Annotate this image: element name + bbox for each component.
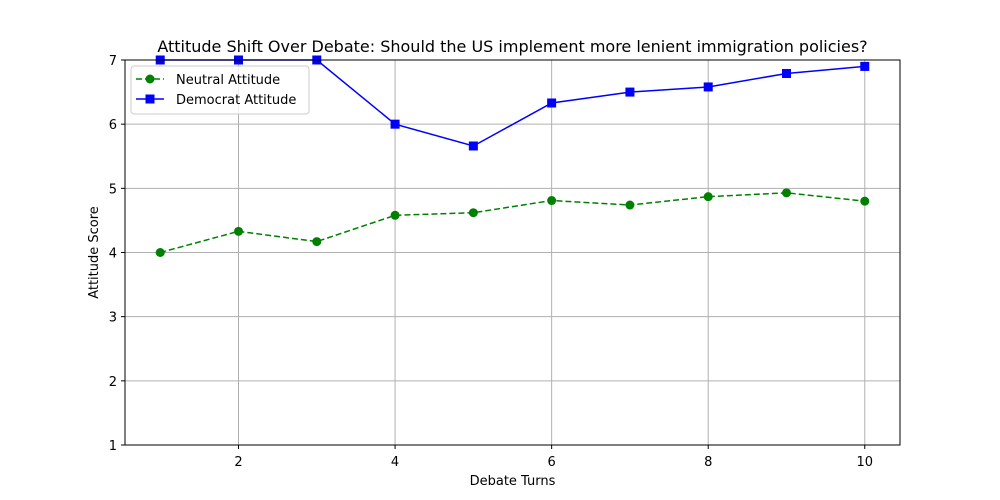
data-point <box>547 196 557 206</box>
x-tick-label: 8 <box>704 455 712 470</box>
legend-label: Neutral Attitude <box>176 73 280 88</box>
legend: Neutral Attitude Democrat Attitude <box>130 65 310 115</box>
y-tick-label: 4 <box>109 247 117 262</box>
data-point <box>703 82 713 92</box>
data-point <box>625 200 635 210</box>
data-point <box>312 237 322 247</box>
series-0 <box>155 188 870 257</box>
data-point <box>547 98 557 108</box>
data-point <box>468 141 478 151</box>
data-point <box>390 119 400 129</box>
data-point <box>390 210 400 220</box>
y-axis-title: Attitude Score <box>87 206 102 299</box>
data-point <box>860 61 870 71</box>
legend-item: Neutral Attitude <box>136 73 280 88</box>
series-line <box>160 192 865 254</box>
x-tick-label: 4 <box>391 455 399 470</box>
legend-box <box>130 65 310 115</box>
x-tick-label: 6 <box>548 455 556 470</box>
y-tick-label: 5 <box>109 182 117 197</box>
data-point <box>781 68 791 78</box>
y-tick-label: 7 <box>109 54 117 69</box>
legend-marker <box>145 74 155 84</box>
data-point <box>625 87 635 97</box>
data-point <box>781 188 791 198</box>
data-point <box>234 226 244 236</box>
x-tick-label: 10 <box>856 455 873 470</box>
y-tick-label: 1 <box>109 439 117 454</box>
x-tick-label: 2 <box>234 455 242 470</box>
data-point <box>468 208 478 218</box>
data-point <box>155 248 165 257</box>
legend-marker <box>145 94 155 104</box>
legend-label: Democrat Attitude <box>176 93 296 108</box>
y-tick-label: 6 <box>109 118 117 133</box>
data-point <box>860 196 870 206</box>
y-tick-label: 2 <box>109 375 117 390</box>
legend-item: Democrat Attitude <box>136 93 296 108</box>
y-tick-label: 3 <box>109 311 117 326</box>
data-point <box>703 192 713 202</box>
x-axis-title: Debate Turns <box>470 474 556 489</box>
chart-title: Attitude Shift Over Debate: Should the U… <box>157 37 867 56</box>
